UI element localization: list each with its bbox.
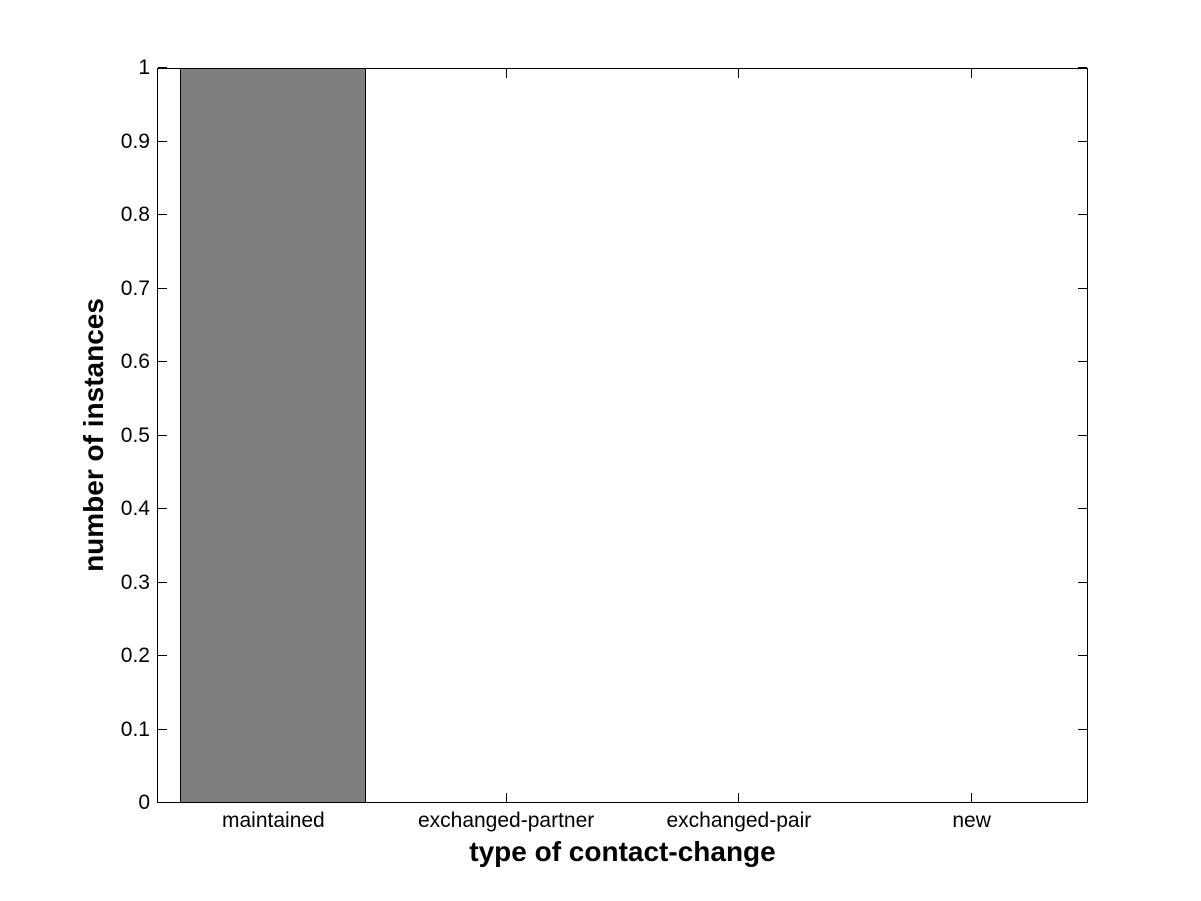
y-axis-tick (158, 361, 167, 362)
bar-maintained (180, 68, 367, 803)
y-tick-label: 0.1 (120, 717, 150, 741)
x-tick-label: exchanged-pair (666, 809, 812, 832)
x-axis-tick (738, 793, 740, 802)
y-axis-tick (158, 508, 167, 509)
y-tick-label: 0.8 (120, 203, 150, 226)
y-tick-label: 0.2 (120, 644, 150, 667)
x-axis-tick-top (738, 69, 740, 78)
y-axis-tick (158, 655, 167, 656)
y-axis-tick-right (1078, 581, 1087, 583)
y-axis-tick (158, 581, 167, 583)
x-axis-tick (971, 793, 973, 802)
y-axis-tick-right (1078, 361, 1087, 362)
y-axis-tick-right (1078, 728, 1087, 730)
y-tick-label: 0.7 (120, 276, 150, 300)
y-tick-label: 0.5 (120, 423, 150, 447)
x-axis-tick-top (505, 69, 507, 78)
y-axis-tick (158, 728, 167, 730)
x-axis-tick (505, 793, 507, 802)
y-axis-tick-right (1078, 802, 1087, 803)
y-axis-tick-right (1078, 287, 1087, 289)
y-axis-tick-right (1078, 67, 1087, 68)
y-axis-tick (158, 802, 167, 803)
x-tick-label: maintained (222, 809, 325, 832)
y-tick-label: 0.9 (120, 129, 150, 153)
y-tick-label: 0.6 (120, 350, 150, 373)
y-axis-tick (158, 214, 167, 215)
y-tick-label: 1 (138, 56, 150, 79)
y-axis-tick (158, 140, 167, 142)
y-axis-tick-right (1078, 214, 1087, 215)
y-axis-tick (158, 434, 167, 436)
y-axis-tick (158, 287, 167, 289)
y-axis-tick-right (1078, 140, 1087, 142)
x-axis-label: type of contact-change (469, 836, 776, 867)
y-tick-label: 0 (138, 791, 150, 814)
y-tick-label: 0.4 (120, 497, 150, 520)
x-axis-tick-top (971, 69, 973, 78)
y-axis-tick-right (1078, 655, 1087, 656)
y-axis-tick (158, 67, 167, 68)
y-axis-tick-right (1078, 508, 1087, 509)
x-tick-label: new (952, 809, 991, 832)
y-tick-label: 0.3 (120, 570, 150, 594)
y-axis-tick-right (1078, 434, 1087, 436)
x-tick-label: exchanged-partner (417, 809, 595, 832)
